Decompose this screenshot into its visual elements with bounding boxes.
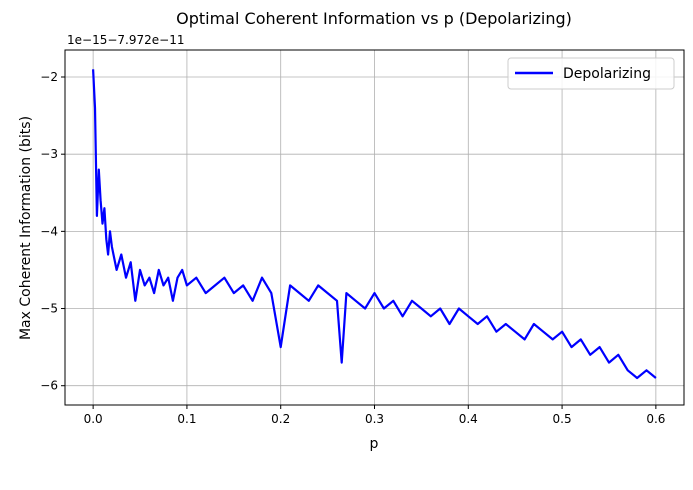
x-axis-ticks: 0.0 0.1 0.2 0.3 0.4 0.5 0.6 [84, 405, 665, 426]
y-axis-ticks: −6 −5 −4 −3 −2 [40, 70, 65, 393]
y-tick-label: −6 [40, 379, 58, 393]
x-tick-label: 0.2 [271, 412, 290, 426]
axis-offset-label: 1e−15−7.972e−11 [67, 33, 184, 47]
series-line [92, 69, 657, 380]
series-lines [92, 69, 657, 380]
y-tick-label: −2 [40, 70, 58, 84]
x-axis-label: p [370, 436, 379, 452]
x-tick-label: 0.5 [553, 412, 572, 426]
x-tick-label: 0.0 [84, 412, 103, 426]
x-tick-label: 0.6 [646, 412, 665, 426]
legend-label: Depolarizing [563, 66, 651, 82]
chart-title: Optimal Coherent Information vs p (Depol… [176, 9, 572, 28]
x-tick-label: 0.4 [459, 412, 478, 426]
y-axis-label: Max Coherent Information (bits) [18, 116, 34, 340]
x-tick-label: 0.1 [177, 412, 196, 426]
legend-box [507, 57, 675, 90]
x-tick-label: 0.3 [365, 412, 384, 426]
grid [65, 50, 684, 405]
legend: Depolarizing [507, 57, 675, 90]
y-tick-label: −3 [40, 147, 58, 161]
y-tick-label: −5 [40, 302, 58, 316]
y-tick-label: −4 [40, 224, 58, 238]
